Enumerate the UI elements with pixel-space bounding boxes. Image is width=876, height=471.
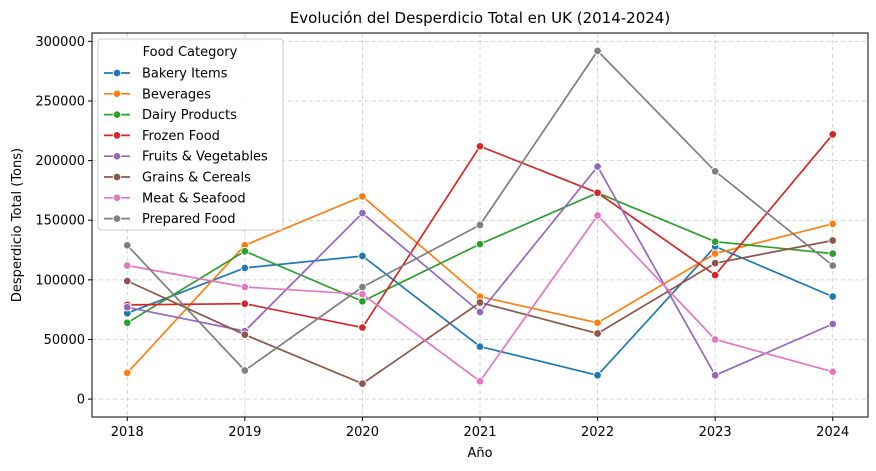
y-tick-label: 150000 bbox=[35, 214, 85, 229]
data-point bbox=[828, 249, 837, 258]
data-point bbox=[358, 289, 367, 299]
data-point bbox=[593, 46, 602, 56]
data-point bbox=[240, 246, 250, 256]
legend-label: Bakery Items bbox=[142, 67, 228, 82]
data-point bbox=[358, 282, 367, 292]
data-point bbox=[710, 270, 720, 280]
data-point bbox=[240, 366, 250, 375]
legend-title: Food Category bbox=[143, 45, 238, 60]
y-axis-label: Desperdicio Total (Tons) bbox=[10, 148, 25, 302]
data-point bbox=[828, 319, 837, 329]
legend-box bbox=[97, 38, 284, 231]
legend-label: Beverages bbox=[142, 87, 211, 102]
data-point bbox=[710, 237, 720, 246]
data-point bbox=[358, 379, 367, 388]
x-tick-label: 2022 bbox=[581, 425, 614, 440]
x-tick-label: 2019 bbox=[228, 425, 261, 440]
y-axis-ticks: 0 50000 100000 150000 200000 250000 300000 bbox=[35, 35, 92, 408]
data-point bbox=[358, 208, 367, 218]
data-point bbox=[593, 188, 602, 198]
legend-label: Fruits & Vegetables bbox=[142, 150, 268, 165]
x-tick-label: 2021 bbox=[463, 425, 496, 440]
data-point bbox=[123, 303, 132, 312]
data-point bbox=[358, 323, 367, 332]
x-axis-label: Año bbox=[467, 446, 492, 461]
data-point bbox=[240, 299, 250, 308]
x-tick-label: 2020 bbox=[346, 425, 379, 440]
data-point bbox=[475, 220, 485, 230]
x-axis-ticks: 2018 2019 2020 2021 2022 2023 2024 bbox=[111, 417, 849, 440]
data-point bbox=[593, 162, 602, 171]
data-point bbox=[240, 263, 250, 273]
data-point bbox=[828, 219, 837, 229]
data-point bbox=[358, 192, 367, 201]
x-tick-label: 2018 bbox=[111, 425, 144, 440]
plot-frame bbox=[91, 32, 869, 418]
data-point bbox=[593, 211, 602, 220]
data-point bbox=[123, 318, 132, 328]
data-point bbox=[593, 329, 602, 338]
data-point bbox=[475, 142, 485, 151]
data-point bbox=[710, 335, 720, 344]
data-point bbox=[593, 371, 602, 380]
legend-label: Frozen Food bbox=[142, 129, 220, 144]
data-point bbox=[710, 249, 720, 258]
legend: Food Category Bakery Items Beverages Dairy… bbox=[97, 38, 284, 231]
legend-swatch-marker bbox=[112, 151, 122, 161]
legend-label: Meat & Seafood bbox=[142, 191, 246, 206]
data-point bbox=[475, 298, 485, 307]
data-point bbox=[710, 371, 720, 380]
data-point bbox=[710, 258, 720, 268]
data-point bbox=[240, 282, 250, 292]
x-tick-label: 2023 bbox=[699, 425, 732, 440]
data-point bbox=[123, 276, 132, 286]
y-tick-label: 200000 bbox=[35, 154, 85, 169]
data-point bbox=[828, 261, 837, 270]
series-group bbox=[123, 46, 837, 388]
data-point bbox=[358, 251, 367, 261]
data-point bbox=[828, 130, 837, 139]
chart-title: Evolución del Desperdicio Total en UK (2… bbox=[290, 9, 670, 27]
legend-swatch-marker bbox=[112, 214, 122, 223]
data-point bbox=[240, 330, 250, 339]
legend-swatch-marker bbox=[112, 89, 122, 99]
data-point bbox=[123, 261, 132, 270]
data-point bbox=[475, 307, 485, 317]
data-point bbox=[475, 342, 485, 351]
legend-label: Dairy Products bbox=[142, 108, 237, 123]
legend-swatch-marker bbox=[112, 68, 122, 78]
y-tick-label: 100000 bbox=[35, 273, 85, 288]
legend-label: Grains & Cereals bbox=[142, 171, 251, 186]
legend-label: Prepared Food bbox=[142, 212, 236, 227]
data-point bbox=[828, 367, 837, 376]
data-point bbox=[475, 239, 485, 249]
data-point bbox=[358, 297, 367, 306]
legend-swatch-marker bbox=[112, 172, 122, 182]
x-tick-label: 2024 bbox=[816, 425, 849, 440]
data-point bbox=[123, 368, 132, 378]
y-tick-label: 250000 bbox=[35, 94, 85, 109]
legend-swatch-marker bbox=[112, 193, 122, 203]
data-point bbox=[828, 292, 837, 301]
y-tick-label: 50000 bbox=[44, 333, 85, 348]
data-point bbox=[475, 376, 485, 386]
data-point bbox=[828, 236, 837, 245]
legend-swatch-marker bbox=[112, 131, 122, 140]
data-point bbox=[123, 241, 132, 250]
data-point bbox=[593, 318, 602, 328]
data-point bbox=[710, 167, 720, 176]
legend-swatch-marker bbox=[112, 110, 122, 119]
y-tick-label: 300000 bbox=[35, 35, 85, 50]
y-tick-label: 0 bbox=[77, 393, 85, 408]
